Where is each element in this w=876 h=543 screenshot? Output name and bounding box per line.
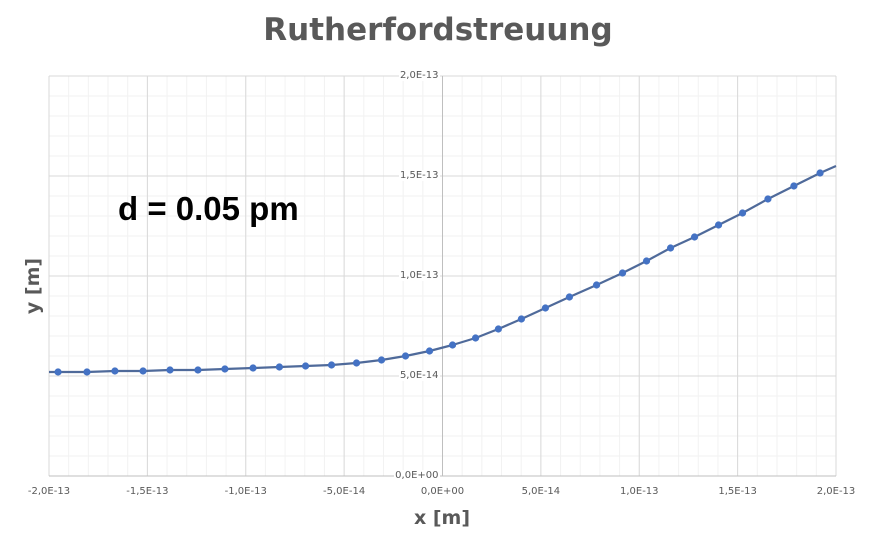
data-point <box>714 221 723 229</box>
data-point <box>352 359 361 367</box>
data-point <box>425 347 434 355</box>
data-series <box>49 164 837 376</box>
data-point <box>327 361 336 369</box>
data-point <box>618 269 627 277</box>
y-axis-label: y [m] <box>22 257 44 315</box>
data-point <box>111 367 119 375</box>
data-point <box>494 325 502 333</box>
data-point <box>738 209 747 217</box>
data-point <box>666 244 675 252</box>
y-tick-label: 2,0E-13 <box>398 70 440 81</box>
x-tick-label: -5,0E-14 <box>323 486 366 497</box>
data-point <box>139 367 147 375</box>
y-tick-label: 5,0E-14 <box>398 370 440 381</box>
data-point <box>221 365 229 373</box>
data-point <box>790 182 798 190</box>
data-point <box>301 362 310 370</box>
x-tick-label: 2,0E-13 <box>816 486 856 497</box>
data-point <box>592 281 601 289</box>
distance-annotation: d = 0.05 pm <box>118 190 299 227</box>
x-axis-label: x [m] <box>413 507 471 529</box>
chart-title: Rutherfordstreuung <box>263 12 613 48</box>
data-point <box>401 352 410 360</box>
x-tick-label: 0,0E+00 <box>420 486 465 497</box>
axes <box>49 76 836 477</box>
x-tick-label: -2,0E-13 <box>27 486 71 497</box>
data-point <box>275 363 283 371</box>
y-tick-label: 1,5E-13 <box>398 170 440 181</box>
x-tick-label: -1,5E-13 <box>126 486 169 497</box>
y-tick-label: 1,0E-13 <box>398 270 440 281</box>
x-tick-label: 1,0E-13 <box>619 486 659 497</box>
data-point <box>565 293 574 301</box>
data-point <box>194 366 202 374</box>
data-point <box>377 356 386 364</box>
y-tick-label: 0,0E+00 <box>394 470 440 481</box>
data-point <box>471 334 480 342</box>
x-tick-label: 1,5E-13 <box>718 486 757 497</box>
data-point <box>541 304 550 312</box>
data-point <box>83 368 91 376</box>
data-point <box>249 364 257 372</box>
data-point <box>448 341 457 349</box>
data-point <box>690 233 699 241</box>
data-point <box>166 366 174 374</box>
data-point <box>517 315 525 323</box>
x-tick-label: 5,0E-14 <box>521 486 561 497</box>
data-point <box>642 257 651 265</box>
data-point <box>816 169 824 177</box>
x-tick-label: -1,0E-13 <box>224 486 267 497</box>
data-point <box>54 368 62 376</box>
data-point <box>764 195 772 203</box>
